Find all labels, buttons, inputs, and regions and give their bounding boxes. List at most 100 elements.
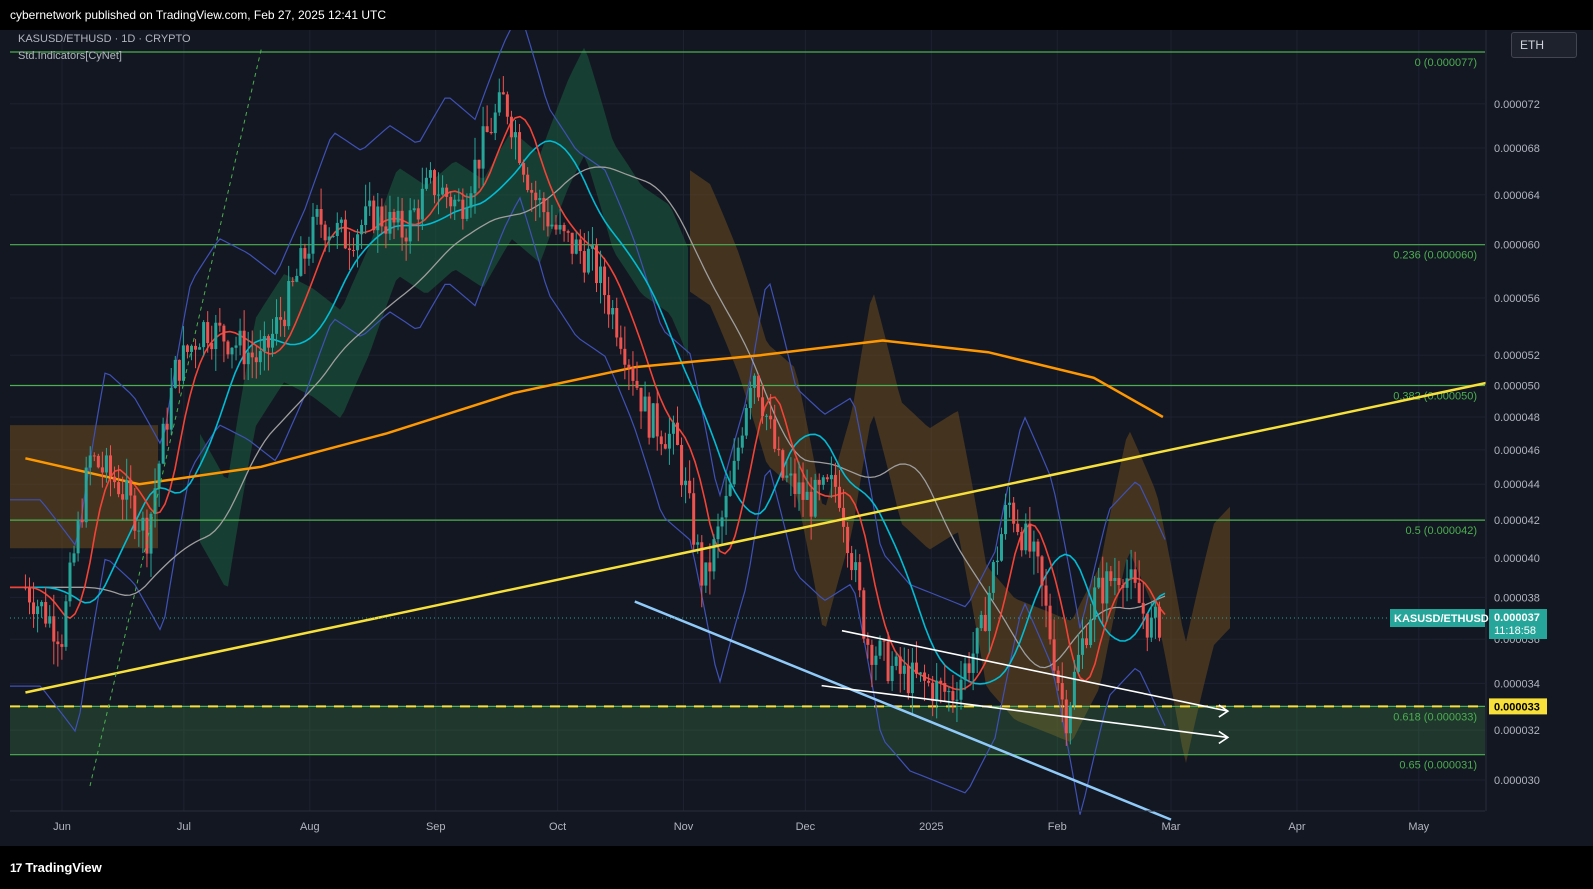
- price-tick-label: 0.000056: [1494, 293, 1540, 305]
- candle-body: [975, 628, 979, 654]
- candle-body: [785, 475, 789, 478]
- candle-body: [368, 200, 372, 207]
- candle-body: [522, 162, 526, 175]
- candle-body: [1008, 502, 1012, 505]
- time-axis: Jun Jul Aug Sep Oct Nov Dec 2025 Feb Mar Apr May: [10, 810, 1485, 833]
- candle-body: [943, 683, 947, 692]
- candle-body: [262, 336, 266, 352]
- candle-body: [206, 322, 210, 344]
- time-tick-label: Feb: [1048, 821, 1067, 833]
- dashed-green-trend: [89, 45, 263, 787]
- price-tick-label: 0.000068: [1494, 143, 1540, 155]
- candle-body: [688, 480, 692, 494]
- candle-body: [704, 562, 708, 586]
- price-tick-label: 0.000048: [1494, 412, 1540, 424]
- candle-body: [1093, 587, 1097, 620]
- currency-selector-button[interactable]: ETH: [1511, 32, 1577, 58]
- candle-body: [603, 266, 607, 296]
- time-tick-label: Sep: [426, 821, 446, 833]
- candle-body: [951, 691, 955, 701]
- candle-body: [68, 562, 72, 602]
- moving-averages: [10, 115, 1166, 691]
- candle-body: [761, 397, 765, 417]
- candle-body: [756, 375, 760, 398]
- candle-body: [145, 517, 149, 554]
- price-axis: 0.000072 0.000068 0.000064 0.000060 0.000056…: [1485, 30, 1593, 846]
- candle-body: [979, 614, 983, 629]
- candle-body: [607, 295, 611, 315]
- candle-body: [1016, 523, 1020, 532]
- fib-label: 0.5 (0.000042): [1405, 525, 1477, 537]
- ema-red-line: [10, 115, 1166, 691]
- candle-body: [185, 345, 189, 352]
- bollinger-upper: [10, 30, 1166, 629]
- candle-body: [1036, 541, 1040, 557]
- ma200-line: [25, 339, 1164, 486]
- candle-body: [218, 322, 222, 326]
- candle-body: [80, 519, 84, 523]
- candle-body: [777, 448, 781, 451]
- candle-body: [60, 644, 64, 647]
- bollinger-bands: [10, 30, 1166, 815]
- candle-body: [931, 682, 935, 702]
- candle-body: [52, 616, 56, 642]
- candle-body: [489, 132, 493, 134]
- candle-body: [1056, 670, 1060, 684]
- candle-body: [275, 317, 279, 334]
- candle-body: [72, 553, 76, 563]
- candle-body: [846, 526, 850, 554]
- candle-body: [748, 387, 752, 409]
- candle-body: [311, 216, 315, 254]
- candle-body: [465, 207, 469, 219]
- time-tick-label: Jun: [53, 821, 71, 833]
- candle-body: [315, 209, 319, 217]
- support-zone: [10, 706, 1485, 755]
- candle-body: [805, 491, 809, 500]
- candle-body: [485, 126, 489, 133]
- candle-body: [392, 211, 396, 223]
- candle-body: [469, 193, 473, 208]
- candle-body: [874, 655, 878, 665]
- candle-body: [319, 209, 323, 225]
- candle-body: [963, 663, 967, 680]
- candle-body: [623, 348, 627, 365]
- candle-body: [404, 237, 408, 242]
- fib-label: 0.65 (0.000031): [1399, 760, 1477, 772]
- tradingview-logo[interactable]: 17 TradingView: [10, 860, 102, 875]
- candle-body: [181, 345, 185, 381]
- candle-body: [554, 224, 558, 230]
- candle-body: [594, 245, 598, 284]
- candle-body: [129, 479, 133, 496]
- candle-body: [910, 662, 914, 694]
- candle-body: [518, 132, 522, 163]
- candle-body: [765, 415, 769, 417]
- last-price-value: 0.000037: [1494, 612, 1540, 624]
- candle-body: [117, 482, 121, 495]
- candle-body: [1060, 683, 1064, 700]
- bollinger-lower: [10, 196, 1166, 815]
- candle-body: [647, 396, 651, 438]
- candle-body: [550, 224, 554, 227]
- candle-body: [959, 679, 963, 700]
- candle-body: [497, 92, 501, 113]
- candle-body: [752, 375, 756, 388]
- countdown-timer: 11:18:58: [1494, 625, 1536, 637]
- yellow-trendline: [25, 379, 1497, 694]
- price-chart[interactable]: 0 (0.000077) 0.236 (0.000060) 0.382 (0.000…: [0, 30, 1593, 846]
- candle-body: [258, 351, 262, 363]
- candle-body: [1040, 556, 1044, 586]
- candle-body: [639, 387, 643, 412]
- candle-body: [64, 601, 68, 647]
- candle-body: [32, 602, 36, 615]
- price-tick-label: 0.000072: [1494, 99, 1540, 111]
- candle-body: [1125, 578, 1129, 588]
- candle-body: [76, 519, 80, 554]
- candles: [23, 76, 1161, 746]
- fib-label: 0 (0.000077): [1415, 57, 1477, 69]
- candle-body: [299, 248, 303, 276]
- candle-body: [740, 435, 744, 448]
- candle-body: [202, 322, 206, 348]
- candle-body: [1117, 578, 1121, 585]
- tradingview-brand-text: TradingView: [25, 860, 102, 875]
- candle-body: [692, 493, 696, 545]
